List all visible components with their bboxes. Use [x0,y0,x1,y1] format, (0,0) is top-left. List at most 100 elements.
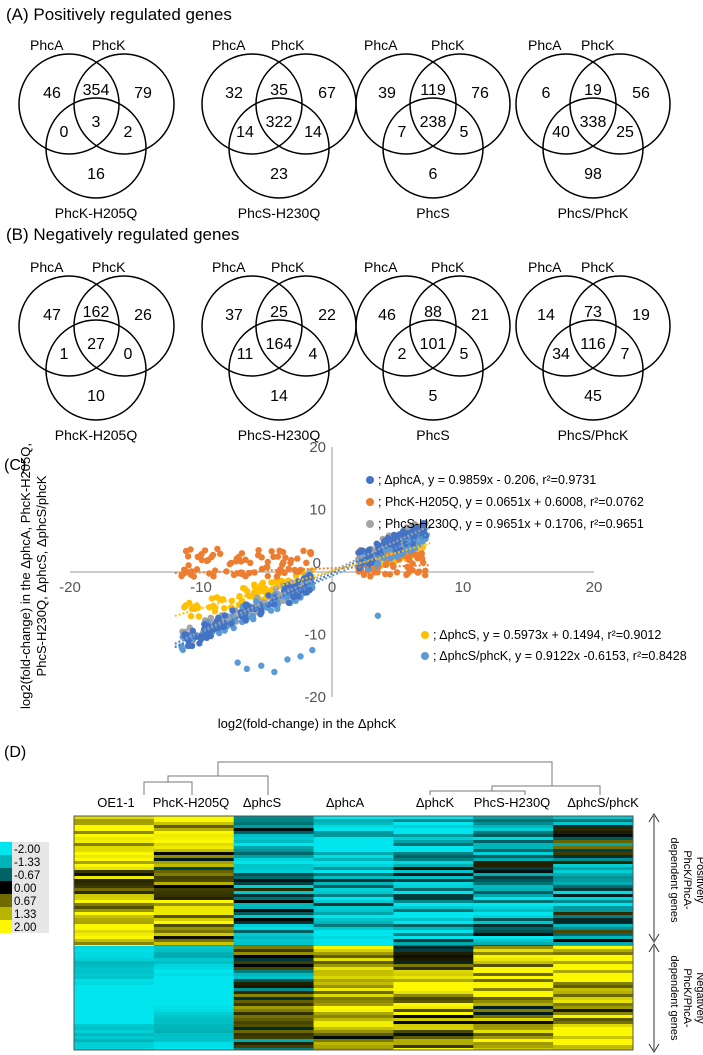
heatmap-cell [553,1027,634,1031]
x-tick-label: -20 [59,579,81,596]
panel-b-title: (B) Negatively regulated genes [6,225,239,244]
heatmap-cell [74,855,155,859]
heatmap-cell [473,927,554,931]
venn-label-right: PhcK [581,259,615,275]
heatmap-cell [153,831,235,835]
heatmap-cell [153,882,235,886]
heatmap-cell [473,843,554,847]
heatmap-cell [74,825,155,829]
heatmap-cell [553,1042,634,1046]
heatmap-cell [153,945,235,947]
heatmap-cell [74,870,155,874]
heatmap-cell [313,876,394,880]
heatmap-cell [553,939,634,943]
heatmap-cell [313,982,394,986]
heatmap-cell [313,915,394,919]
heatmap-cell [74,921,155,925]
heatmap-cell [233,1000,315,1004]
heatmap-cell [233,958,315,962]
heatmap-cell [553,891,634,895]
heatmap-cell [153,1033,235,1037]
data-point [271,668,278,676]
venn-value-abc: 338 [580,114,607,131]
y-tick-label: 0 [313,555,321,572]
heatmap-cell [313,949,394,953]
heatmap-cell [233,982,315,986]
heatmap-cell [473,879,554,883]
heatmap-cell [233,945,315,947]
scale-swatch [0,881,12,894]
heatmap-cell [553,885,634,889]
heatmap-cell [553,970,634,974]
heatmap-cell [153,846,235,850]
heatmap-cell [473,909,554,913]
heatmap-cell [153,888,235,892]
venn-label-bottom: PhcS-H230Q [238,427,321,443]
negative-group-label-1: Negatively [694,972,703,1024]
data-point [228,559,235,567]
heatmap-cell [233,1024,315,1028]
data-point [265,592,272,599]
heatmap-cell [233,879,315,883]
heatmap-cell [153,949,235,953]
heatmap-cell [153,939,235,943]
heatmap-cell [553,921,634,925]
heatmap-cell [74,849,155,853]
data-point [198,556,205,564]
heatmap-cell [473,945,554,947]
heatmap-cell [153,873,235,877]
heatmap-cell [313,927,394,931]
heatmap-cell [74,846,155,850]
heatmap-cell [153,967,235,971]
heatmap-cell [393,942,474,946]
venn-value-ac: 40 [552,124,570,141]
venn-value-a-only: 47 [43,307,61,324]
data-point [295,593,302,600]
venn-value-bc: 5 [460,346,469,363]
heatmap-cell [74,885,155,889]
heatmap-cell [393,946,474,950]
heatmap-cell [313,903,394,907]
heatmap-cell [153,1018,235,1022]
data-point [422,571,429,579]
heatmap-cell [74,909,155,913]
heatmap-cell [393,1045,474,1049]
data-point [405,530,412,537]
venn-circle-c [228,319,330,421]
heatmap-cell [233,1006,315,1010]
heatmap-cell [473,939,554,943]
venn-value-bc: 14 [304,124,322,141]
venn-value-a-only: 37 [225,307,243,324]
heatmap-cell [313,997,394,1001]
venn-label-bottom: PhcS/PhcK [558,205,629,221]
heatmap-cell [313,955,394,959]
heatmap-cell [473,1006,554,1010]
heatmap-cell [553,867,634,871]
heatmap-cell [473,1048,554,1051]
heatmap-cell [393,952,474,956]
data-point [264,572,271,580]
venn-label-right: PhcK [431,259,465,275]
heatmap-cell [473,855,554,859]
heatmap-cell [553,945,634,947]
heatmap-cell [393,988,474,992]
venn-value-b-only: 56 [632,85,650,102]
heatmap-cell [393,958,474,962]
heatmap-cell [74,843,155,847]
heatmap-cell [553,991,634,995]
heatmap-cell [153,946,235,950]
heatmap-cell [393,1036,474,1040]
heatmap-cell [313,855,394,859]
heatmap-cell [233,1030,315,1034]
heatmap-cell [233,1039,315,1043]
heatmap-cell [393,961,474,965]
heatmap-cell [553,855,634,859]
data-point [364,548,372,555]
data-point [185,642,192,649]
heatmap-cell [553,1024,634,1028]
venn-value-ab: 25 [270,304,288,321]
heatmap-cell [153,918,235,922]
heatmap-cell [553,964,634,968]
heatmap-cell [553,1015,634,1019]
